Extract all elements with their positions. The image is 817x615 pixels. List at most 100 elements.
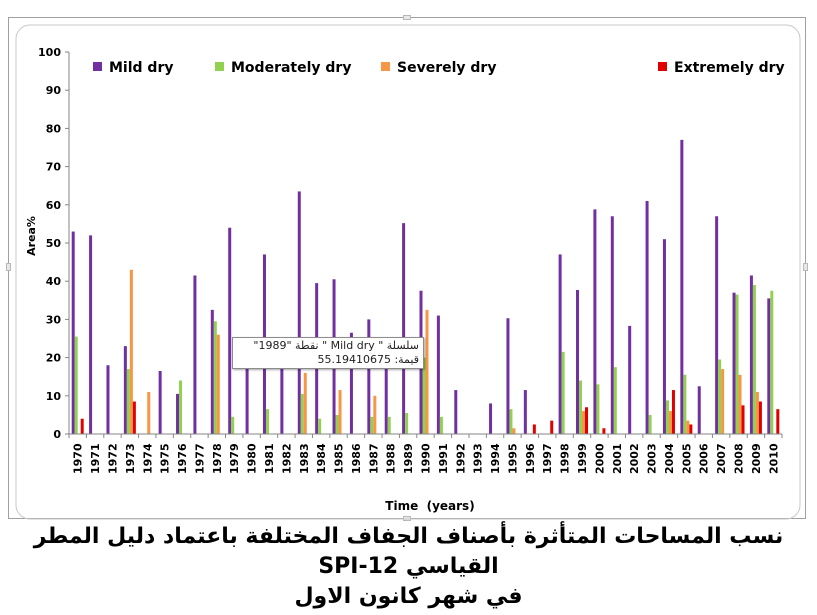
resize-handle-left[interactable] [6,263,11,271]
bar-severely-dry[interactable] [582,411,586,434]
bar-severely-dry[interactable] [425,309,429,434]
bar-mild-dry[interactable] [628,325,632,434]
bar-moderately-dry[interactable] [648,414,652,434]
bar-severely-dry[interactable] [738,374,742,434]
bar-moderately-dry[interactable] [579,380,583,434]
bar-mild-dry[interactable] [176,393,180,434]
bar-mild-dry[interactable] [436,315,440,434]
bar-mild-dry[interactable] [297,191,301,434]
y-tick-label: 10 [46,390,62,403]
bar-mild-dry[interactable] [228,227,232,434]
bar-mild-dry[interactable] [680,139,684,435]
y-tick-label: 90 [46,84,62,97]
bar-moderately-dry[interactable] [265,409,269,434]
bar-extremely-dry[interactable] [585,407,589,434]
bar-moderately-dry[interactable] [74,336,78,434]
bar-severely-dry[interactable] [686,420,690,434]
bar-moderately-dry[interactable] [318,418,322,434]
bar-severely-dry[interactable] [512,428,516,434]
bar-severely-dry[interactable] [303,372,307,434]
bar-mild-dry[interactable] [489,403,493,434]
bar-severely-dry[interactable] [373,395,377,434]
bar-moderately-dry[interactable] [509,409,513,434]
bar-moderately-dry[interactable] [300,393,304,434]
bar-mild-dry[interactable] [454,390,458,434]
bar-mild-dry[interactable] [106,365,110,434]
bar-mild-dry[interactable] [767,298,771,434]
y-tick-label: 40 [46,275,62,288]
y-tick-label: 30 [46,313,62,326]
x-tick-label: 1973 [124,443,137,474]
bar-extremely-dry[interactable] [758,401,762,434]
bar-mild-dry[interactable] [645,200,649,434]
bar-moderately-dry[interactable] [596,384,600,434]
bar-mild-dry[interactable] [349,332,353,434]
bar-moderately-dry[interactable] [370,416,374,434]
bar-mild-dry[interactable] [384,365,388,434]
bar-mild-dry[interactable] [210,309,214,434]
bar-moderately-dry[interactable] [213,321,217,434]
bar-mild-dry[interactable] [749,275,753,434]
bar-mild-dry[interactable] [71,231,75,434]
bar-moderately-dry[interactable] [335,414,339,434]
bar-extremely-dry[interactable] [532,424,536,434]
bar-severely-dry[interactable] [147,391,151,434]
bar-mild-dry[interactable] [576,289,580,434]
bar-mild-dry[interactable] [697,386,701,434]
x-tick-label: 1987 [367,443,380,474]
bar-moderately-dry[interactable] [387,416,391,434]
resize-handle-right[interactable] [803,263,808,271]
bar-mild-dry[interactable] [558,254,562,434]
bar-moderately-dry[interactable] [613,367,617,434]
bar-moderately-dry[interactable] [683,374,687,434]
bar-moderately-dry[interactable] [231,416,235,434]
bar-moderately-dry[interactable] [770,290,774,434]
bar-extremely-dry[interactable] [671,390,675,434]
bar-moderately-dry[interactable] [422,357,426,434]
bar-extremely-dry[interactable] [132,401,136,434]
bar-extremely-dry[interactable] [550,420,554,434]
bar-mild-dry[interactable] [402,223,406,434]
bar-mild-dry[interactable] [123,346,127,434]
bar-mild-dry[interactable] [367,319,371,434]
chart-frame[interactable] [6,15,808,521]
bar-mild-dry[interactable] [89,235,93,434]
bar-mild-dry[interactable] [610,216,614,434]
bar-mild-dry[interactable] [593,209,597,434]
bar-mild-dry[interactable] [193,275,197,434]
bar-mild-dry[interactable] [280,365,284,434]
bar-extremely-dry[interactable] [602,428,606,434]
bar-severely-dry[interactable] [216,334,220,434]
bar-severely-dry[interactable] [338,390,342,434]
bar-moderately-dry[interactable] [718,359,722,434]
bar-extremely-dry[interactable] [80,418,84,434]
x-tick-label: 1995 [506,443,519,474]
bar-moderately-dry[interactable] [561,351,565,434]
x-tick-label: 1990 [420,443,433,474]
legend-swatch [381,62,390,71]
bar-extremely-dry[interactable] [776,409,780,434]
bar-mild-dry[interactable] [158,370,162,434]
bar-moderately-dry[interactable] [752,285,756,434]
bar-mild-dry[interactable] [506,318,510,434]
bar-mild-dry[interactable] [245,365,249,434]
bar-moderately-dry[interactable] [439,416,443,434]
bar-mild-dry[interactable] [662,239,666,434]
bar-moderately-dry[interactable] [735,294,739,434]
bar-severely-dry[interactable] [668,411,672,434]
bar-mild-dry[interactable] [523,390,527,434]
legend-label: Mild dry [109,60,173,76]
bar-moderately-dry[interactable] [126,369,130,434]
bar-severely-dry[interactable] [721,369,725,434]
bar-moderately-dry[interactable] [179,380,183,434]
bar-severely-dry[interactable] [755,391,759,434]
bar-mild-dry[interactable] [715,216,719,434]
bar-mild-dry[interactable] [732,292,736,434]
bar-severely-dry[interactable] [129,269,133,434]
bar-extremely-dry[interactable] [741,405,745,434]
bar-moderately-dry[interactable] [665,400,669,434]
bar-moderately-dry[interactable] [405,412,409,434]
resize-handle-top[interactable] [403,15,411,20]
x-tick-label: 1994 [489,443,502,474]
bar-extremely-dry[interactable] [689,424,693,434]
